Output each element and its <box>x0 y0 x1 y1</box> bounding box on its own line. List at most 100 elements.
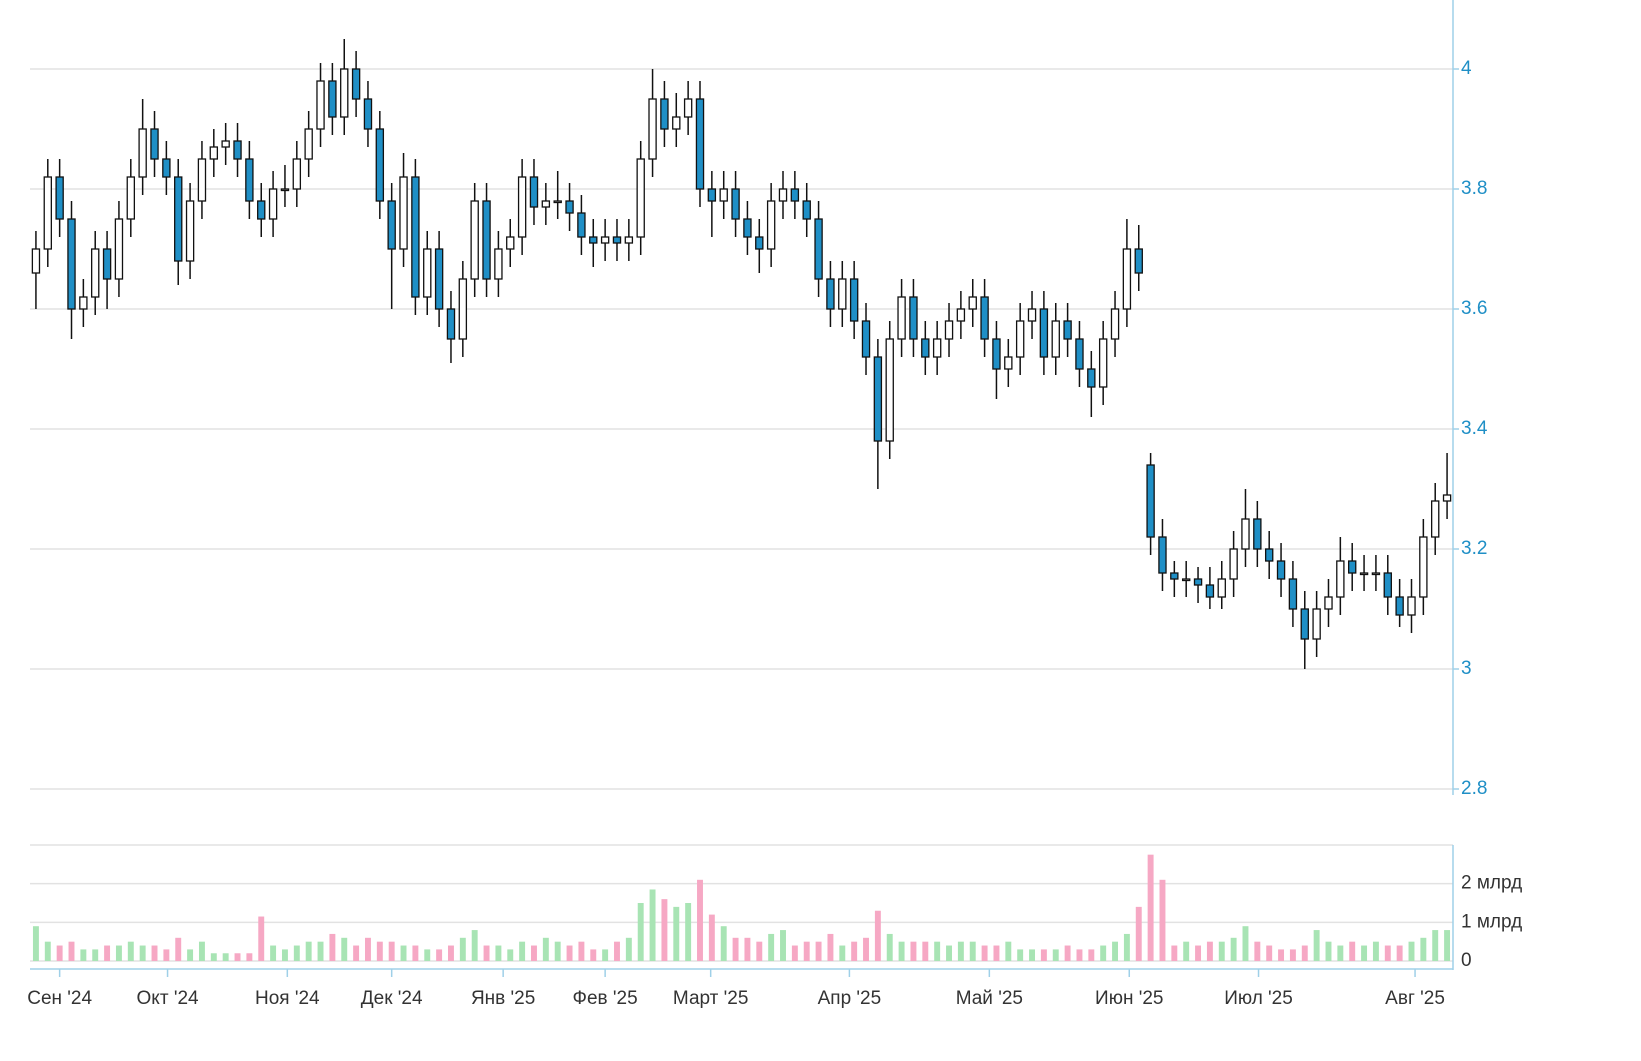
candle-body <box>1288 578 1298 610</box>
candle-body <box>340 68 349 118</box>
candle-body <box>755 236 764 250</box>
volume-bar <box>1337 945 1344 961</box>
candle-body <box>482 200 491 280</box>
volume-bar <box>1301 945 1308 961</box>
candle-body <box>529 176 539 208</box>
volume-bar <box>1147 854 1154 961</box>
x-tick-label: Июл '25 <box>1224 988 1293 1009</box>
candle-body <box>126 176 136 220</box>
volume-bar <box>732 937 739 961</box>
candle-body <box>102 248 112 280</box>
candle-body <box>1051 320 1060 358</box>
candle-body <box>67 218 76 310</box>
volume-bar <box>507 949 514 961</box>
candle-body <box>885 338 894 442</box>
x-tick-label: Окт '24 <box>137 988 199 1009</box>
volume-bar <box>1384 945 1391 961</box>
volume-bar <box>1040 949 1047 961</box>
candle-body <box>517 176 527 238</box>
volume-bar <box>1230 937 1237 961</box>
volume-bar <box>863 937 869 961</box>
volume-bar <box>566 945 573 961</box>
candle-body <box>636 158 645 238</box>
volume-bar <box>115 945 122 961</box>
volume-bar <box>1171 945 1178 961</box>
candle-body <box>1158 536 1167 574</box>
candle-body <box>980 296 989 340</box>
volume-bar <box>697 879 703 961</box>
volume-bar <box>1195 945 1202 961</box>
x-tick-label: Авг '25 <box>1385 988 1445 1009</box>
volume-bar <box>590 949 597 961</box>
volume-bar <box>222 953 229 961</box>
candle-body <box>1181 578 1191 582</box>
y-tick-label: 3.2 <box>1461 538 1487 559</box>
volume-bar <box>981 945 988 961</box>
candle-body <box>114 218 124 280</box>
volume-bar <box>400 945 407 961</box>
candle-body <box>245 158 254 202</box>
volume-bar <box>139 945 146 961</box>
candle-body <box>1004 356 1013 370</box>
volume-bar <box>815 941 822 961</box>
candle-body <box>1229 548 1238 580</box>
candle-body <box>1383 572 1392 598</box>
candle-body <box>1276 560 1286 580</box>
volume-tick-label: 1 млрд <box>1461 911 1522 932</box>
volume-bar <box>44 941 51 961</box>
candle-body <box>1442 494 1452 502</box>
volume-bar <box>305 941 312 961</box>
candle-body <box>1087 368 1096 388</box>
volume-bar <box>281 949 288 961</box>
candle-body <box>470 200 479 280</box>
volume-bar <box>483 945 490 961</box>
candle-body <box>1359 572 1369 576</box>
candle-body <box>446 308 456 340</box>
candle-body <box>897 296 906 340</box>
volume-bar <box>756 941 763 961</box>
volume-bar <box>151 945 158 961</box>
volume-bar <box>412 945 419 961</box>
candle-body <box>968 296 977 310</box>
candle-body <box>790 188 800 202</box>
candle-body <box>992 338 1001 370</box>
x-tick-label: Май '25 <box>956 988 1023 1009</box>
volume-tick-label: 2 млрд <box>1461 873 1522 894</box>
volume-bar <box>1408 941 1415 961</box>
volume-bar <box>127 941 134 961</box>
x-tick-label: Ноя '24 <box>255 988 320 1009</box>
y-tick-label: 3 <box>1461 658 1472 679</box>
volume-bar <box>768 933 775 961</box>
volume-bar <box>424 949 431 961</box>
volume-bar <box>1266 945 1273 961</box>
candle-body <box>553 200 562 204</box>
candle-body <box>1371 572 1381 576</box>
candle-body <box>577 212 586 238</box>
volume-bar <box>1254 941 1261 961</box>
volume-bar <box>68 941 75 961</box>
candle-body <box>1193 578 1203 586</box>
volume-bar <box>1017 949 1024 961</box>
candle-body <box>624 236 634 244</box>
volume-bar <box>1242 926 1249 961</box>
volume-bar <box>175 937 182 961</box>
volume-bar <box>1325 941 1332 961</box>
candle-body <box>565 200 574 214</box>
x-tick-label: Фев '25 <box>573 988 638 1009</box>
volume-bar <box>614 941 620 961</box>
candle-body <box>197 158 207 202</box>
candle-body <box>731 188 740 220</box>
volume-bar <box>898 941 905 961</box>
volume-bar <box>851 941 858 961</box>
volume-bar <box>1396 945 1403 961</box>
candle-body <box>589 236 598 244</box>
candle-body <box>1312 608 1321 640</box>
candle-body <box>707 188 717 202</box>
candle-body <box>257 200 266 220</box>
candle-body <box>1122 248 1132 310</box>
volume-bar <box>1444 930 1451 961</box>
x-tick-label: Дек '24 <box>361 988 423 1009</box>
candle-body <box>1098 338 1108 388</box>
candle-body <box>268 188 278 220</box>
volume-bar <box>1218 941 1225 961</box>
